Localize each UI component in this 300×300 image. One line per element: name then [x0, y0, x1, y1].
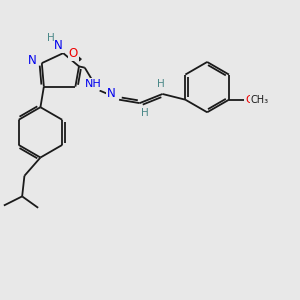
Text: H: H — [47, 33, 55, 43]
Text: NH: NH — [84, 79, 101, 89]
Text: O: O — [69, 47, 78, 61]
Text: O: O — [245, 95, 254, 105]
Text: H: H — [158, 79, 165, 89]
Text: N: N — [54, 39, 63, 52]
Text: N: N — [28, 54, 37, 67]
Text: H: H — [142, 108, 149, 118]
Text: N: N — [107, 88, 116, 100]
Text: CH₃: CH₃ — [251, 95, 269, 105]
